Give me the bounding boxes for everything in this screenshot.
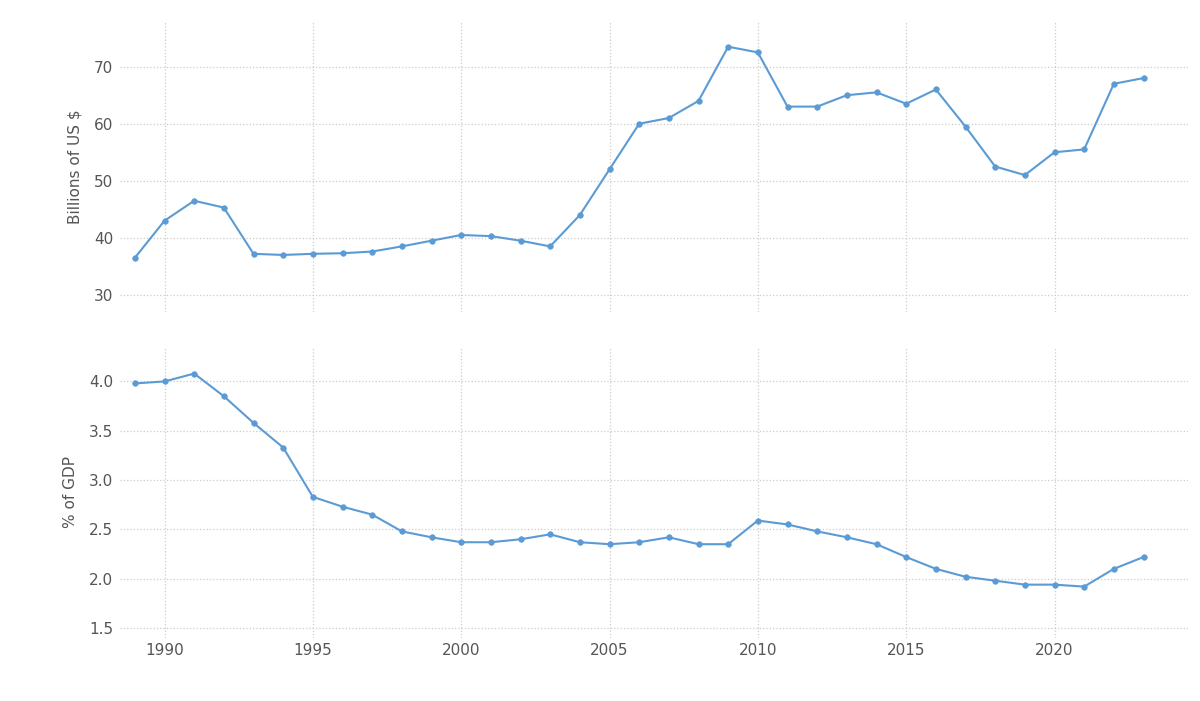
- Y-axis label: % of GDP: % of GDP: [62, 456, 78, 529]
- Y-axis label: Billions of US $: Billions of US $: [67, 109, 83, 224]
